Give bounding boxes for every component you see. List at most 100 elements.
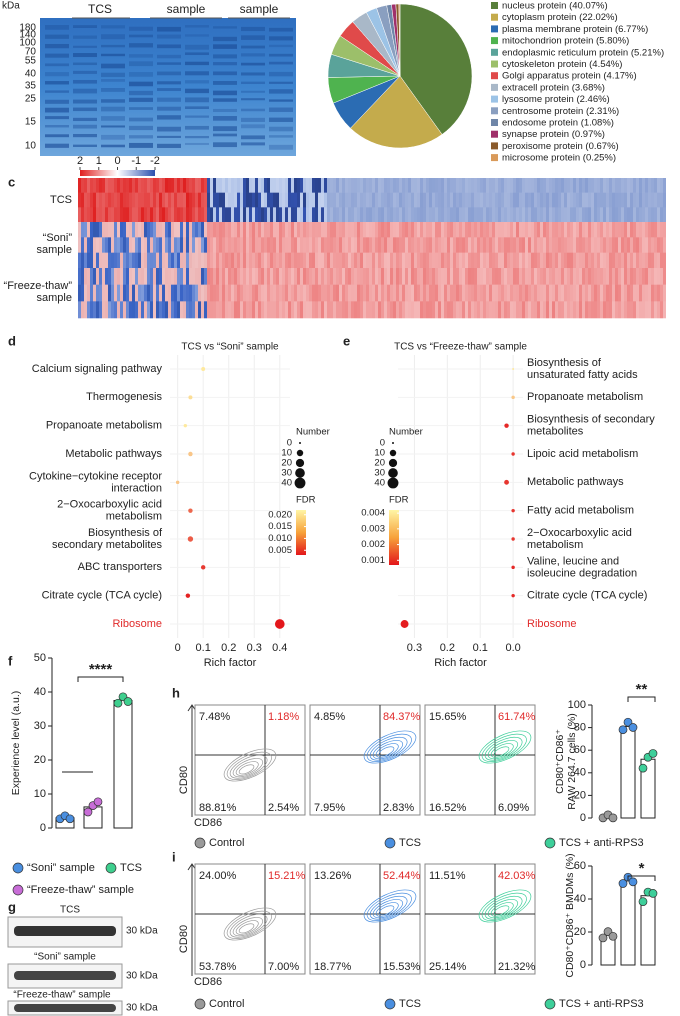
- data-point: [618, 879, 628, 888]
- heatmap-cell: [165, 222, 168, 238]
- category-label: Metabolic pathways: [527, 476, 624, 488]
- heatmap-cell: [84, 237, 87, 253]
- heatmap-cell: [225, 222, 228, 238]
- heatmap-cell: [144, 301, 147, 319]
- heatmap-cell: [450, 192, 453, 208]
- heatmap-cell: [582, 222, 585, 238]
- heatmap-cell: [600, 178, 603, 193]
- heatmap-cell: [645, 222, 648, 238]
- heatmap-cell: [357, 301, 360, 319]
- heatmap-cell: [465, 178, 468, 193]
- heatmap-cell: [624, 178, 627, 193]
- plot-area: [170, 355, 290, 638]
- heatmap-cell: [333, 301, 336, 319]
- heatmap-cell: [582, 207, 585, 223]
- heatmap-cell: [105, 301, 108, 319]
- heatmap-cell: [429, 192, 432, 208]
- heatmap-cell: [603, 178, 606, 193]
- legend-marker: [12, 862, 24, 874]
- heatmap-cell: [174, 284, 177, 302]
- gel-band: [129, 125, 153, 131]
- gel-band: [241, 35, 265, 40]
- heatmap-cell: [459, 178, 462, 193]
- heatmap-cell: [438, 237, 441, 253]
- blot-label: “Freeze-thaw” sample: [13, 990, 111, 1001]
- heatmap-cell: [102, 301, 105, 319]
- dot: [187, 536, 194, 542]
- heatmap-cell: [261, 192, 264, 208]
- heatmap-cell: [108, 207, 111, 223]
- heatmap-cell: [129, 237, 132, 253]
- heatmap-cell: [201, 237, 204, 253]
- heatmap-cell: [483, 207, 486, 223]
- heatmap-cell: [450, 237, 453, 253]
- heatmap-cell: [369, 284, 372, 302]
- heatmap-cell: [153, 301, 156, 319]
- contour: [375, 743, 399, 758]
- heatmap-cell: [168, 192, 171, 208]
- heatmap-cell: [384, 284, 387, 302]
- gel-band: [45, 63, 69, 67]
- heatmap-cell: [513, 252, 516, 269]
- dot: [200, 565, 206, 570]
- heatmap-cell: [381, 207, 384, 223]
- heatmap-cell: [573, 222, 576, 238]
- heatmap-cell: [189, 237, 192, 253]
- heatmap-cell: [294, 268, 297, 285]
- heatmap-cell: [321, 237, 324, 253]
- gel-band: [101, 34, 125, 40]
- gel-band: [73, 62, 97, 66]
- heatmap-cell: [78, 252, 81, 269]
- heatmap-cell: [588, 284, 591, 302]
- heatmap-cell: [420, 301, 423, 319]
- heatmap-cell: [630, 268, 633, 285]
- heatmap-cell: [255, 252, 258, 269]
- gel-band: [73, 45, 97, 48]
- heatmap-cell: [207, 268, 210, 285]
- heatmap-cell: [474, 207, 477, 223]
- heatmap-cell: [324, 252, 327, 269]
- heatmap-cell: [180, 222, 183, 238]
- heatmap-cell: [129, 252, 132, 269]
- heatmap-cell: [240, 222, 243, 238]
- legend-label: synapse protein (0.97%): [502, 129, 605, 140]
- heatmap-cell: [222, 192, 225, 208]
- heatmap-cell: [528, 252, 531, 269]
- heatmap-cell: [243, 207, 246, 223]
- category-label: Fatty acid metabolism: [527, 505, 634, 517]
- heatmap-cell: [123, 178, 126, 193]
- heatmap-cell: [390, 192, 393, 208]
- heatmap-cell: [297, 207, 300, 223]
- data-point: [628, 723, 638, 732]
- pie-slice: [399, 3, 473, 135]
- category-label: Calcium signaling pathway: [32, 363, 163, 375]
- heatmap-cell: [519, 252, 522, 269]
- heatmap-cell: [324, 284, 327, 302]
- heatmap-cell: [636, 268, 639, 285]
- x-tick-label: 0.1: [473, 642, 488, 654]
- heatmap-cell: [171, 284, 174, 302]
- heatmap-cell: [198, 252, 201, 269]
- size-legend-label: 0: [287, 438, 292, 449]
- heatmap-cell: [459, 192, 462, 208]
- heatmap-cell: [96, 301, 99, 319]
- heatmap-cell: [528, 237, 531, 253]
- heatmap-cell: [228, 207, 231, 223]
- legend-marker: [384, 998, 396, 1010]
- heatmap-cell: [90, 207, 93, 223]
- heatmap-cell: [93, 237, 96, 253]
- heatmap-cell: [291, 268, 294, 285]
- heatmap-cell: [594, 222, 597, 238]
- heatmap-cell: [399, 268, 402, 285]
- heatmap-cell: [522, 237, 525, 253]
- x-axis-label: Rich factor: [204, 657, 257, 669]
- heatmap-cell: [354, 237, 357, 253]
- heatmap-cell: [465, 268, 468, 285]
- heatmap-cell: [438, 268, 441, 285]
- heatmap-cell: [249, 207, 252, 223]
- heatmap-cell: [636, 222, 639, 238]
- heatmap-cell: [294, 178, 297, 193]
- size-legend-label: 10: [281, 448, 292, 459]
- legend-label: Control: [209, 998, 244, 1010]
- heatmap-cell: [138, 237, 141, 253]
